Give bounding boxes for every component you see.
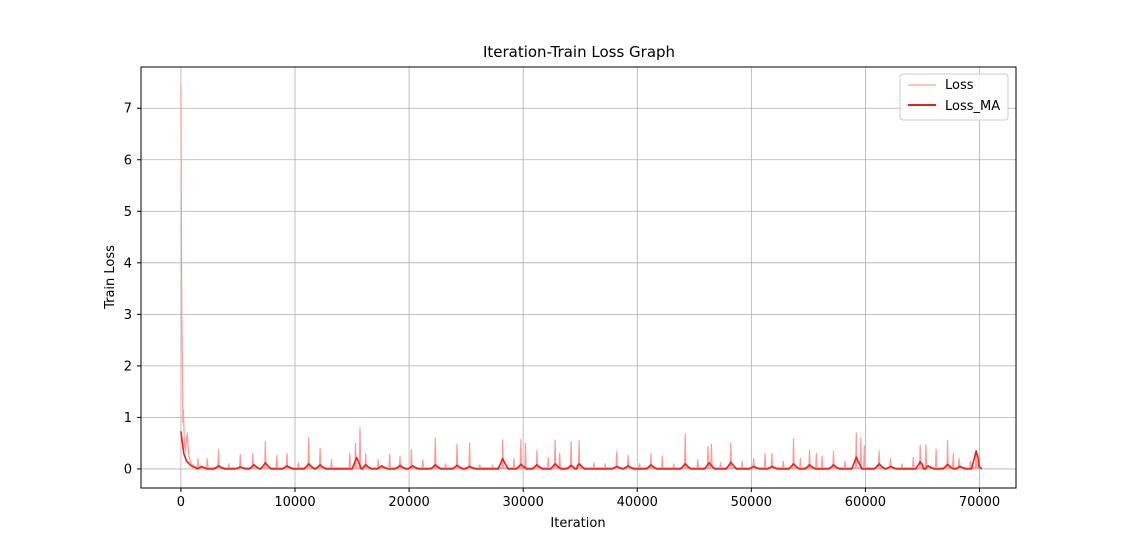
y-axis-ticks: 0 1 2 3 4 5 6 7 — [124, 102, 141, 477]
legend-label-loss-ma: Loss_MA — [945, 99, 1000, 114]
series-loss — [180, 84, 979, 469]
y-tick-label: 5 — [124, 205, 132, 220]
plot-frame — [140, 66, 1017, 489]
y-tick-label: 2 — [124, 359, 132, 374]
x-tick-label: 30000 — [502, 495, 543, 510]
x-axis-label: Iteration — [550, 516, 605, 531]
x-tick-label: 40000 — [617, 495, 658, 510]
x-tick-label: 50000 — [731, 495, 772, 510]
legend: Loss Loss_MA — [899, 73, 1009, 121]
x-axis-ticks: 0 10000 20000 30000 40000 50000 60000 70000 — [177, 488, 1000, 510]
y-axis-label: Train Loss — [103, 245, 118, 310]
x-tick-label: 10000 — [274, 495, 315, 510]
x-tick-label: 20000 — [388, 495, 429, 510]
legend-label-loss: Loss — [945, 78, 974, 93]
y-tick-label: 0 — [124, 462, 132, 477]
series-loss-ma — [180, 431, 983, 470]
series-line-loss-ma — [180, 431, 983, 470]
chart-title: Iteration-Train Loss Graph — [483, 43, 675, 61]
y-tick-label: 6 — [124, 153, 132, 168]
x-tick-label: 0 — [177, 495, 185, 510]
grid — [141, 67, 1016, 488]
x-tick-label: 70000 — [959, 495, 1000, 510]
series-line-loss — [180, 84, 979, 469]
y-tick-label: 1 — [124, 411, 132, 426]
y-tick-label: 7 — [124, 102, 132, 117]
y-tick-label: 3 — [124, 308, 132, 323]
y-tick-label: 4 — [124, 256, 132, 271]
x-tick-label: 60000 — [845, 495, 886, 510]
